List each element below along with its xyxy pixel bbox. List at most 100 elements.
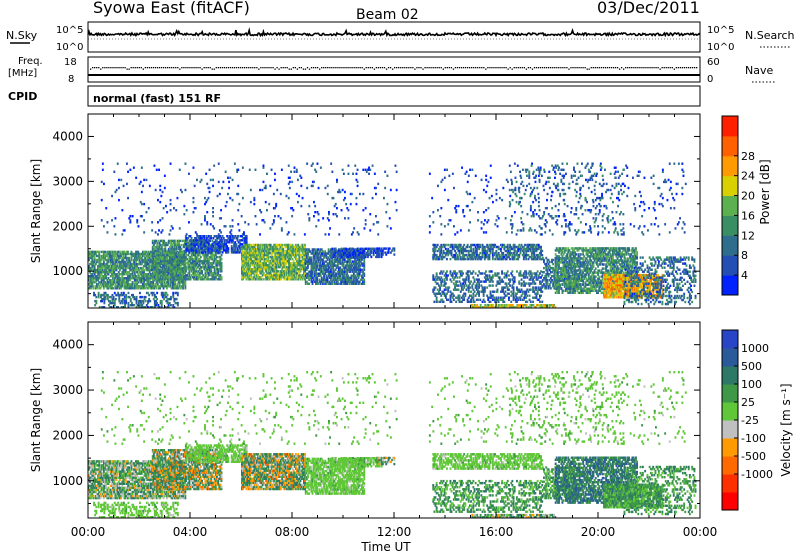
range-gate-cell [441,253,444,257]
range-gate-cell [273,259,275,263]
range-gate-cell [349,249,352,252]
range-gate-cell [189,249,192,252]
range-gate-cell [217,268,220,271]
range-gate-cell [532,257,534,261]
range-gate-cell [181,251,184,255]
range-gate-cell [164,270,167,273]
range-gate-cell [166,268,168,272]
range-gate-cell [310,262,313,265]
range-gate-cell [505,249,508,253]
range-gate-cell [282,255,285,259]
range-gate-cell [116,273,119,276]
range-gate-cell [339,266,342,269]
range-gate-cell [434,245,437,249]
range-gate-cell [92,252,95,256]
range-gate-cell [319,282,322,285]
range-gate-cell [521,249,524,253]
range-gate-cell [340,247,343,250]
range-gate-cell [211,272,214,275]
range-gate-cell [527,245,530,249]
range-gate-cell [293,253,296,257]
freq-dot [355,67,357,69]
range-gate-cell [114,268,117,272]
range-gate-cell [268,262,271,265]
range-gate-cell [339,256,342,259]
range-gate-cell [346,264,348,267]
range-gate-cell [312,252,315,255]
range-gate-cell [277,276,280,279]
range-gate-cell [253,251,256,255]
range-gate-cell [250,243,253,247]
range-gate-cell [292,249,295,253]
range-gate-cell [508,251,510,255]
range-gate-cell [162,239,164,243]
range-gate-cell [156,270,159,273]
range-gate-cell [346,272,348,275]
range-gate-cell [343,282,346,285]
range-gate-cell [284,249,287,253]
range-gate-cell [529,249,532,253]
range-gate-cell [103,297,106,301]
range-gate-cell [194,239,196,242]
range-gate-cell [274,268,277,271]
range-gate-cell [209,272,211,275]
range-gate-cell [171,270,174,273]
range-gate-cell [478,245,480,249]
range-gate-cell [162,259,164,263]
range-gate-cell [246,243,249,247]
range-gate-cell [204,274,207,277]
range-gate-cell [91,279,94,282]
range-gate-cell [247,245,250,249]
range-gate-cell [272,270,274,273]
range-gate-cell [323,274,325,277]
range-gate-cell [440,280,443,283]
range-gate-cell [107,273,110,276]
range-gate-cell [269,276,272,279]
range-gate-cell [90,281,93,284]
freq-dot [618,68,621,70]
range-gate-cell [144,273,147,276]
range-gate-cell [315,270,317,273]
range-gate-cell [172,264,175,267]
range-gate-cell [289,272,292,275]
range-gate-cell [258,268,261,271]
range-gate-cell [180,255,183,259]
range-gate-cell [293,274,296,277]
range-gate-cell [293,270,296,273]
range-gate-cell [107,264,110,268]
range-gate-cell [129,287,132,290]
range-gate-cell [177,253,179,257]
range-gate-cell [164,241,167,245]
range-gate-cell [298,255,301,259]
range-gate-cell [174,264,177,267]
range-gate-cell [266,251,269,255]
range-gate-cell [454,257,456,261]
range-gate-cell [109,258,112,262]
range-gate-cell [454,249,456,253]
range-gate-cell [233,245,235,248]
range-gate-cell [503,247,506,251]
range-gate-cell [172,304,175,307]
range-gate-cell [372,253,375,257]
range-gate-cell [347,264,350,267]
range-gate-cell [236,247,239,250]
range-gate-cell [127,283,129,286]
range-gate-cell [340,268,343,271]
range-gate-cell [497,251,500,255]
range-gate-cell [203,239,206,242]
range-gate-cell [186,247,188,250]
range-gate-cell [128,287,131,290]
range-gate-cell [155,276,158,279]
range-gate-cell [380,247,383,250]
range-gate-cell [132,287,135,290]
range-gate-cell [108,256,111,260]
freq-dot [517,67,519,69]
range-gate-cell [320,248,323,251]
range-gate-cell [120,260,122,264]
range-gate-cell [356,253,359,257]
range-gate-cell [146,252,149,256]
range-gate-cell [245,257,248,261]
range-gate-cell [184,285,187,288]
range-gate-cell [109,275,112,278]
range-gate-cell [161,293,164,297]
